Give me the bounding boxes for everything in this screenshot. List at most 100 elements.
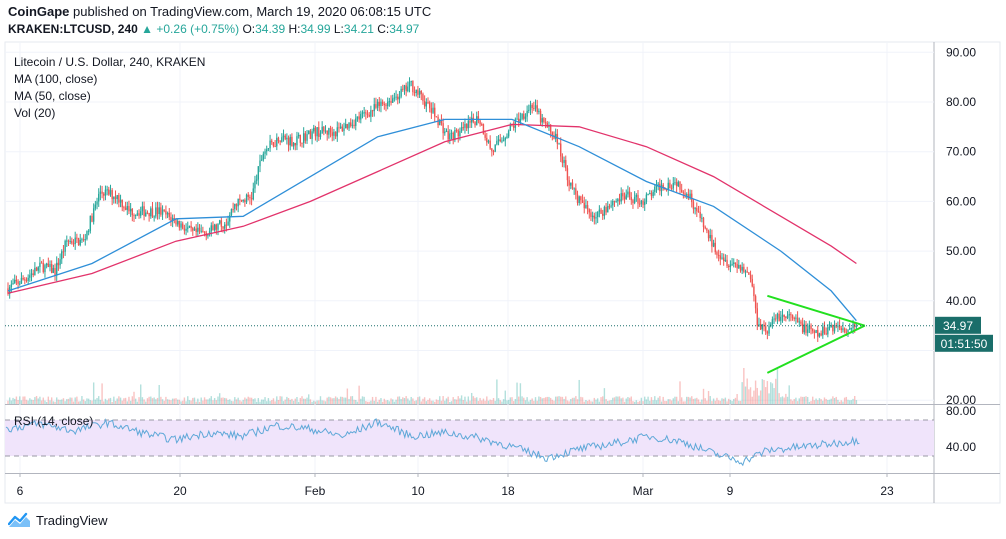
volume-bar [563, 398, 565, 404]
candle-body [460, 127, 463, 132]
volume-bar [44, 400, 46, 404]
volume-bar [833, 398, 836, 404]
volume-bar [302, 398, 305, 404]
volume-bar [192, 397, 194, 404]
candle-body [625, 194, 627, 200]
candle-body [286, 137, 288, 140]
volume-bar [77, 401, 80, 404]
volume-bar [539, 396, 542, 404]
candle-body [682, 192, 685, 194]
volume-bar [538, 396, 540, 404]
candle-body [554, 133, 557, 139]
candle-body [484, 134, 486, 138]
candle-body [146, 212, 149, 214]
volume-bar [331, 398, 333, 404]
volume-bar [304, 398, 307, 404]
candle-body [319, 133, 322, 137]
price-tick-label: 80.00 [946, 95, 976, 109]
volume-bar [108, 398, 110, 404]
candle-body [744, 271, 747, 273]
candle-body [798, 321, 800, 323]
candle-body [753, 286, 755, 297]
candle-body [672, 182, 674, 189]
volume-bar [541, 398, 543, 404]
volume-bar [279, 396, 281, 404]
candle-body [12, 283, 14, 285]
candle-body [773, 318, 775, 320]
volume-bar [92, 382, 95, 404]
volume-bar [344, 397, 347, 404]
volume-bar [99, 399, 102, 404]
volume-bar [84, 401, 86, 404]
volume-bar [19, 396, 21, 404]
candle-body [376, 101, 379, 108]
volume-bar [371, 396, 374, 404]
candle-body [778, 313, 780, 321]
time-tick-label: 20 [173, 484, 187, 498]
low-label: L: [333, 22, 344, 36]
volume-bar [224, 397, 226, 404]
candle-body [496, 140, 498, 145]
candle-body [817, 329, 819, 337]
candle-body [717, 254, 720, 256]
candle-body [837, 325, 839, 327]
volume-bar [489, 399, 491, 404]
volume-bar [267, 398, 270, 404]
candle-body [338, 127, 340, 129]
volume-bar [524, 400, 527, 404]
volume-bar [287, 398, 290, 404]
volume-bar [292, 400, 295, 404]
volume-bar [583, 401, 585, 404]
candle-body [521, 113, 523, 119]
time-tick-label: Mar [633, 484, 654, 498]
candle-body [738, 264, 740, 269]
candle-body [40, 262, 43, 264]
candle-body [225, 224, 228, 226]
volume-bar [257, 397, 260, 404]
candle-body [642, 200, 644, 205]
volume-bar [72, 401, 75, 404]
candle-body [72, 243, 75, 245]
candle-body [711, 234, 713, 247]
volume-bar [245, 398, 248, 404]
candle-body [405, 85, 407, 92]
candle-body [432, 107, 434, 113]
volume-bar [565, 396, 567, 404]
time-tick-label: 9 [727, 484, 734, 498]
candle-body [355, 118, 357, 126]
candle-body [489, 140, 491, 149]
volume-bar [366, 401, 369, 404]
candle-body [709, 234, 711, 239]
candle-body [568, 180, 570, 186]
candle-body [284, 135, 286, 140]
candle-body [575, 188, 577, 195]
volume-bar [850, 400, 853, 404]
volume-bar [123, 398, 125, 404]
candle-body [580, 196, 582, 201]
volume-bar [10, 400, 13, 404]
candle-body [573, 188, 575, 190]
volume-bar [852, 398, 854, 404]
volume-bar [744, 386, 747, 404]
candle-body [412, 81, 414, 93]
candle-body [393, 97, 396, 99]
candle-body [628, 191, 631, 198]
volume-bar [311, 401, 313, 404]
candle-body [10, 284, 13, 288]
volume-bar [138, 397, 140, 404]
candle-body [108, 189, 110, 195]
candle-body [82, 239, 85, 241]
legend-ma50: MA (50, close) [14, 89, 91, 103]
volume-bar [146, 398, 149, 404]
volume-bar [741, 382, 743, 404]
volume-bar [227, 399, 229, 404]
volume-bar [207, 399, 209, 404]
publish-info: CoinGape published on TradingView.com, M… [8, 4, 431, 19]
volume-bar [381, 401, 384, 404]
candle-body [30, 273, 33, 276]
tradingview-footer[interactable]: TradingView [8, 512, 108, 528]
volume-bar [630, 396, 632, 404]
volume-bar [346, 388, 349, 404]
volume-bar [460, 395, 463, 404]
